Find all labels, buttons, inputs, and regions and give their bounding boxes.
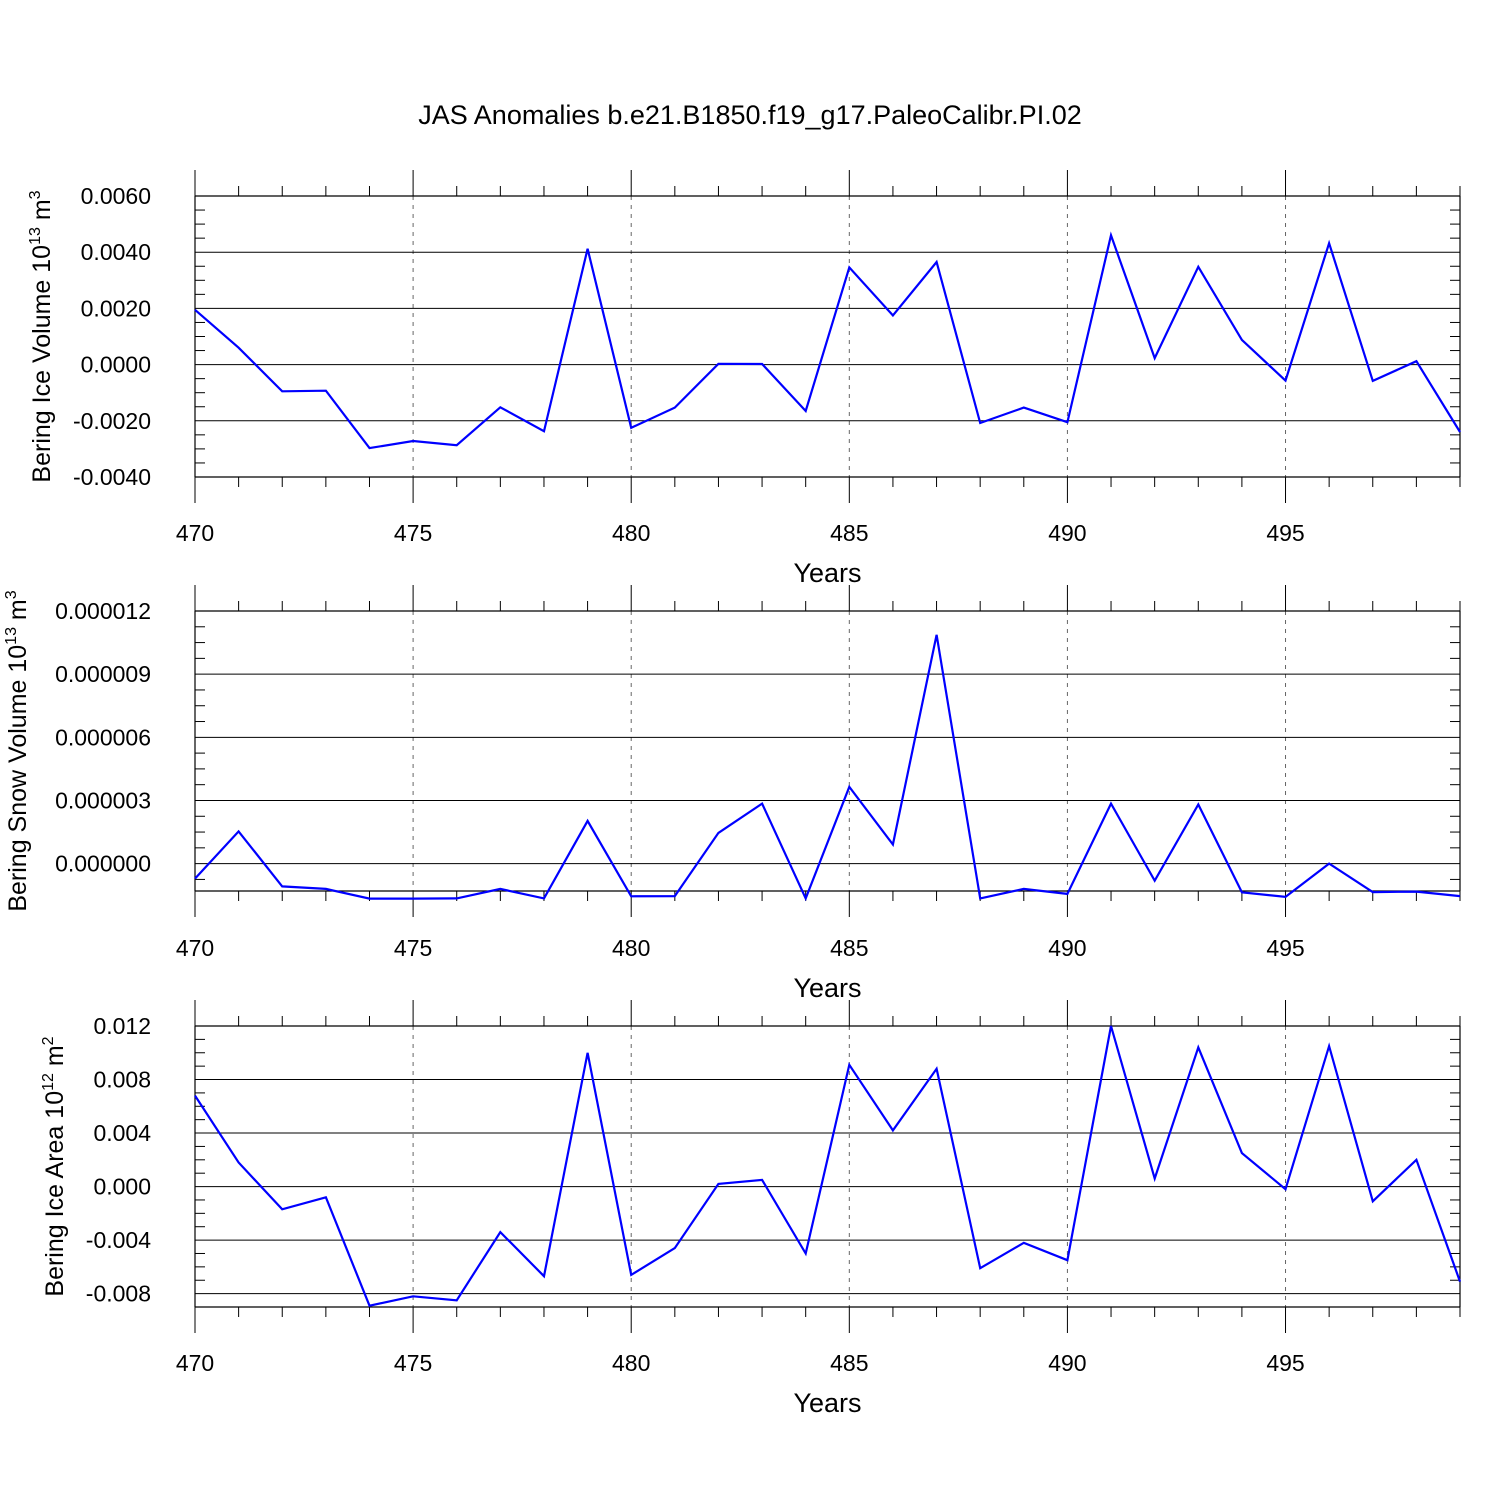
y-axis-label: Bering Ice Area 1012 m2 (40, 1036, 69, 1296)
y-axis-label-text: m (41, 1045, 69, 1073)
series-line (194, 1025, 1462, 1307)
x-tick-label: 475 (394, 935, 432, 961)
x-tick-label: 495 (1266, 1350, 1304, 1376)
x-tick-label: 490 (1048, 935, 1086, 961)
y-axis-label-text: Bering Snow Volume 10 (4, 645, 32, 912)
y-axis-label: Bering Ice Volume 1013 m3 (27, 190, 56, 482)
y-axis-label-exponent: 3 (3, 590, 20, 599)
x-axis-label: Years (793, 558, 861, 588)
y-axis-label-exponent: 3 (27, 190, 44, 199)
y-tick-label: 0.012 (93, 1013, 151, 1039)
y-tick-label: 0.000 (93, 1174, 151, 1200)
x-tick-label: 485 (830, 1350, 868, 1376)
y-tick-label: 0.004 (93, 1120, 151, 1146)
panel-3: -0.008 -0.004 0.000 0.004 0.008 0.012 470 475 48… (40, 1000, 1462, 1418)
y-tick-label: 0.0060 (81, 183, 151, 209)
y-tick-label: -0.0020 (73, 408, 151, 434)
y-tick-label: 0.000006 (55, 724, 151, 750)
y-tick-label: 0.000003 (55, 787, 151, 813)
y-tick-label: 0.008 (93, 1067, 151, 1093)
x-tick-label: 485 (830, 520, 868, 546)
y-axis-label-exponent: 2 (40, 1036, 57, 1045)
y-axis-label-exponent: 13 (27, 227, 44, 245)
x-tick-label: 490 (1048, 1350, 1086, 1376)
y-tick-label: 0.0000 (81, 352, 151, 378)
chart-title: JAS Anomalies b.e21.B1850.f19_g17.PaleoC… (418, 100, 1082, 130)
panel-2: 0.000000 0.000003 0.000006 0.000009 0.000012… (3, 585, 1461, 1003)
x-tick-label: 495 (1266, 935, 1304, 961)
panel-1: -0.0040 -0.0020 0.0000 0.0020 0.0040 0.0060 47… (27, 170, 1461, 588)
y-tick-label: 0.000009 (55, 661, 151, 687)
x-axis-label: Years (793, 1388, 861, 1418)
x-tick-label: 475 (394, 1350, 432, 1376)
y-tick-label: 0.000012 (55, 598, 151, 624)
y-tick-label: -0.008 (86, 1281, 151, 1307)
x-tick-label: 480 (612, 1350, 650, 1376)
series-line (194, 634, 1461, 902)
y-tick-label: 0.000000 (55, 851, 151, 877)
y-tick-label: 0.0040 (81, 239, 151, 265)
series-line (194, 231, 1461, 450)
x-tick-label: 490 (1048, 520, 1086, 546)
x-tick-label: 495 (1266, 520, 1304, 546)
x-tick-label: 485 (830, 935, 868, 961)
x-tick-label: 470 (176, 520, 214, 546)
y-axis-label-text: Bering Ice Volume 10 (28, 245, 56, 483)
x-tick-label: 470 (176, 1350, 214, 1376)
y-tick-label: -0.0040 (73, 464, 151, 490)
x-tick-label: 475 (394, 520, 432, 546)
y-axis-label-text: Bering Ice Area 10 (41, 1091, 69, 1297)
y-axis-label: Bering Snow Volume 1013 m3 (3, 590, 32, 911)
y-axis-label-exponent: 12 (40, 1073, 57, 1091)
y-axis-label-exponent: 13 (3, 627, 20, 645)
x-tick-label: 480 (612, 935, 650, 961)
y-axis-label-text: m (4, 599, 32, 627)
y-tick-label: -0.004 (86, 1227, 151, 1253)
x-tick-label: 470 (176, 935, 214, 961)
y-axis-label-text: m (28, 199, 56, 227)
y-tick-label: 0.0020 (81, 295, 151, 321)
x-axis-label: Years (793, 973, 861, 1003)
x-tick-label: 480 (612, 520, 650, 546)
